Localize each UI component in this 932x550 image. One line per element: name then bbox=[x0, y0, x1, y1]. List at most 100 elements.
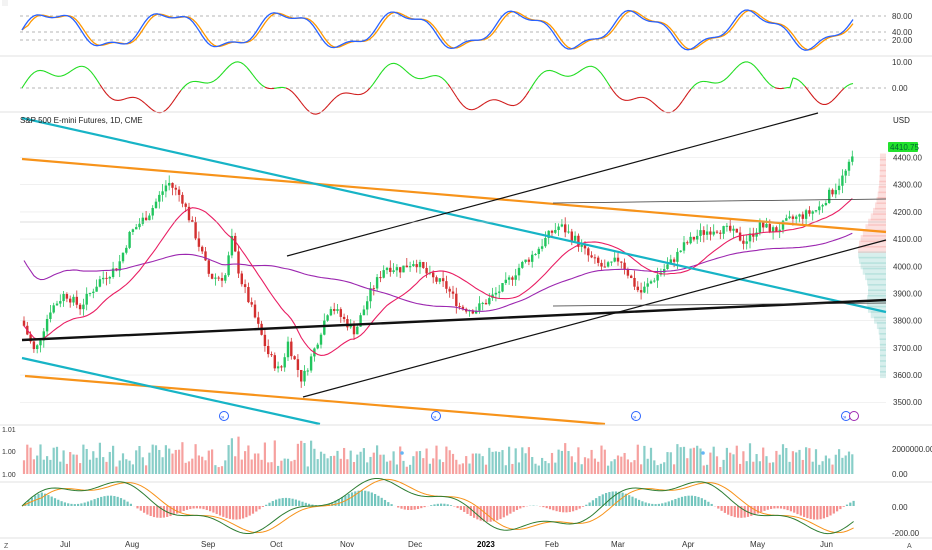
volume-bar bbox=[484, 464, 488, 474]
macd-hist-bar bbox=[63, 502, 66, 506]
momentum-segment bbox=[813, 97, 818, 102]
candle-body bbox=[656, 274, 659, 281]
candle-body bbox=[418, 262, 422, 268]
momentum-segment bbox=[366, 87, 371, 92]
candle-body bbox=[663, 269, 666, 273]
volume-bar bbox=[313, 448, 316, 474]
macd-hist-bar bbox=[152, 506, 156, 518]
macd-hist-bar bbox=[126, 501, 129, 506]
volume-bar bbox=[201, 456, 204, 474]
momentum-segment bbox=[447, 83, 452, 89]
candle-body bbox=[484, 302, 488, 305]
macd-hist-bar bbox=[760, 506, 763, 513]
last-price-tag[interactable]: 4410.75 bbox=[888, 142, 919, 152]
macd-hist-bar bbox=[555, 506, 558, 512]
timezone-letter[interactable]: Z bbox=[4, 543, 9, 550]
macd-hist-bar bbox=[740, 506, 743, 518]
volume-bar bbox=[805, 447, 808, 474]
candle-body bbox=[240, 273, 243, 285]
candle-body bbox=[214, 277, 217, 279]
stochastic-pane bbox=[20, 9, 886, 51]
candle-body bbox=[768, 223, 771, 233]
momentum-segment bbox=[369, 83, 374, 89]
momentum-segment bbox=[594, 67, 599, 71]
momentum-segment bbox=[660, 109, 665, 112]
macd-hist-bar bbox=[311, 504, 314, 506]
candle-body bbox=[92, 291, 95, 293]
macd-hist-bar bbox=[225, 506, 228, 519]
macd-hist-bar bbox=[700, 498, 703, 506]
volume-profile-bar bbox=[878, 186, 886, 194]
candle-body bbox=[194, 221, 197, 239]
candle-body bbox=[95, 286, 98, 292]
volume-bar bbox=[29, 447, 32, 474]
auto-scale-button[interactable]: A bbox=[907, 543, 912, 550]
volume-bar bbox=[735, 445, 738, 474]
candle-body bbox=[758, 221, 762, 233]
macd-hist-bar bbox=[746, 506, 750, 517]
volume-bar bbox=[508, 446, 511, 474]
momentum-segment bbox=[240, 62, 245, 66]
volume-profile-bar bbox=[868, 284, 886, 292]
candle-body bbox=[234, 235, 237, 252]
candle-body bbox=[511, 277, 514, 280]
candle-body bbox=[524, 259, 527, 262]
volume-bar bbox=[409, 464, 412, 474]
volume-bar bbox=[415, 451, 418, 474]
candle-body bbox=[590, 255, 593, 258]
event-markers: » » » » bbox=[219, 411, 859, 421]
macd-hist-bar bbox=[799, 506, 802, 516]
macd-hist-bar bbox=[469, 506, 472, 516]
momentum-segment bbox=[501, 101, 506, 104]
candle-body bbox=[36, 345, 39, 350]
macd-hist-bar bbox=[90, 500, 93, 506]
macd-hist-bar bbox=[70, 503, 73, 506]
macd-hist-bar bbox=[189, 506, 192, 510]
momentum-segment bbox=[405, 70, 410, 74]
volume-bar bbox=[432, 458, 435, 474]
volume-bar bbox=[339, 458, 342, 474]
volume-bar bbox=[808, 448, 811, 474]
candle-body bbox=[128, 231, 131, 248]
macd-hist-bar bbox=[456, 506, 459, 509]
candle-body bbox=[247, 287, 250, 303]
momentum-segment bbox=[534, 77, 539, 82]
time-tick-label: Aug bbox=[125, 540, 139, 549]
volume-profile-bar bbox=[879, 153, 886, 161]
candle-body bbox=[540, 246, 544, 249]
macd-hist-bar bbox=[793, 506, 796, 513]
candle-body bbox=[220, 278, 224, 281]
volume-profile-bar bbox=[876, 322, 886, 330]
volume-bar bbox=[772, 462, 775, 474]
candle-body bbox=[78, 304, 82, 310]
volume-bar bbox=[702, 465, 705, 474]
candle-body bbox=[267, 346, 270, 355]
macd-hist-bar bbox=[558, 506, 561, 512]
macd-hist-bar bbox=[614, 491, 618, 506]
macd-hist-bar bbox=[116, 496, 119, 506]
candle-body bbox=[534, 254, 537, 256]
candle-body bbox=[62, 294, 65, 302]
momentum-segment bbox=[378, 71, 383, 76]
macd-hist-bar bbox=[819, 506, 822, 520]
candle-body bbox=[356, 326, 359, 335]
momentum-segment bbox=[429, 75, 434, 77]
volume-bar bbox=[184, 462, 187, 474]
momentum-segment bbox=[849, 82, 854, 85]
momentum-segment bbox=[27, 74, 32, 80]
volume-bar bbox=[649, 447, 653, 474]
momentum-segment bbox=[93, 75, 98, 81]
candle-body bbox=[319, 334, 323, 345]
candle-body bbox=[537, 248, 540, 255]
candle-body bbox=[131, 229, 135, 232]
macd-hist-bar bbox=[575, 506, 578, 511]
volume-bar bbox=[135, 450, 138, 474]
candle-body bbox=[765, 223, 768, 228]
volume-bar bbox=[253, 453, 257, 474]
macd-hist-bar bbox=[822, 506, 825, 519]
volume-bar bbox=[676, 444, 679, 474]
macd-hist-bar bbox=[836, 506, 839, 512]
volume-bar bbox=[148, 452, 151, 474]
candle-body bbox=[29, 334, 32, 342]
